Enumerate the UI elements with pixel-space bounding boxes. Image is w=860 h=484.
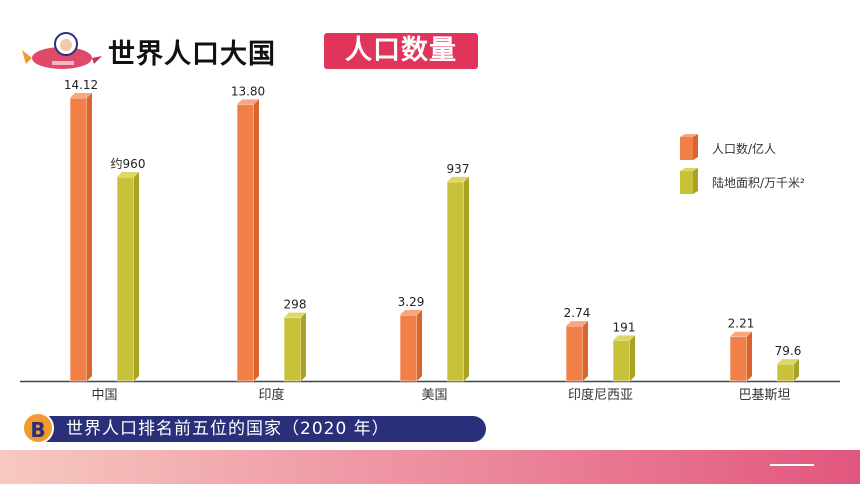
- bar-area: [612, 335, 635, 382]
- data-label: 298: [284, 298, 307, 312]
- data-label: 13.80: [231, 84, 265, 98]
- bar-top: [70, 93, 92, 98]
- data-label: 191: [613, 320, 636, 334]
- data-label: 2.74: [564, 306, 591, 320]
- data-label: 937: [447, 162, 470, 176]
- bar-top: [117, 172, 139, 177]
- bar-top: [284, 312, 306, 318]
- bar-top: [447, 176, 469, 182]
- bar-side: [301, 312, 306, 381]
- footer-line: [770, 464, 814, 466]
- bar-population: [729, 331, 752, 382]
- data-label: 约960: [111, 156, 146, 171]
- caption-badge: B: [22, 412, 54, 444]
- bar-top: [566, 321, 588, 327]
- bar-chart: 14.12 约960 中国 13.80 298 印度 3.29 937 美国 2.74 191 印度尼…: [20, 80, 840, 403]
- bar-side: [583, 321, 588, 381]
- x-tick-label: 中国: [91, 388, 117, 403]
- data-label: 79.6: [775, 344, 802, 358]
- bar-front: [69, 97, 88, 382]
- legend-label-area: 陆地面积/万千米²: [712, 176, 805, 190]
- caption-text: 世界人口排名前五位的国家（2020 年）: [66, 419, 390, 439]
- bar-front: [283, 317, 302, 382]
- caption: B 世界人口排名前五位的国家（2020 年）: [22, 412, 488, 445]
- bar-population: [399, 310, 422, 382]
- x-tick-label: 美国: [421, 388, 447, 403]
- x-tick-label: 印度尼西亚: [568, 387, 633, 403]
- bar-side: [417, 310, 422, 381]
- legend-swatch-population: [680, 134, 698, 160]
- rocket-icon: [22, 32, 102, 69]
- footer-band: [0, 450, 860, 484]
- bar-front: [565, 325, 584, 382]
- bar-front: [612, 340, 631, 382]
- chart-legend: 人口数/亿人 陆地面积/万千米²: [678, 128, 828, 198]
- bar-front: [776, 363, 795, 382]
- bar-population: [236, 99, 259, 382]
- page-subtitle: 人口数量: [324, 33, 478, 69]
- bar-front: [236, 104, 255, 382]
- bar-side: [134, 172, 139, 381]
- bar-top: [237, 99, 259, 105]
- caption-bar: [32, 416, 486, 442]
- bar-population: [69, 93, 92, 382]
- page-title: 世界人口大国: [108, 39, 276, 70]
- bar-top: [400, 310, 422, 316]
- data-label: 14.12: [64, 80, 98, 92]
- x-tick-label: 印度: [258, 387, 284, 403]
- bar-side: [254, 99, 259, 381]
- legend-label-population: 人口数/亿人: [712, 142, 777, 156]
- bar-area: [116, 172, 139, 382]
- legend-item-area: 陆地面积/万千米²: [678, 168, 828, 194]
- bar-front: [116, 176, 135, 382]
- bar-side: [794, 359, 799, 381]
- x-tick-label: 巴基斯坦: [738, 388, 790, 403]
- bar-front: [399, 314, 418, 382]
- header: 世界人口大国 人口数量: [18, 22, 618, 82]
- bar-area: [283, 312, 306, 382]
- bar-top: [777, 359, 799, 365]
- legend-swatch-area: [680, 168, 698, 194]
- bar-side: [87, 93, 92, 381]
- data-label: 3.29: [398, 295, 425, 309]
- bar-front: [446, 181, 465, 382]
- bar-top: [613, 335, 635, 341]
- data-label: 2.21: [728, 317, 755, 331]
- bar-side: [464, 176, 469, 381]
- bar-area: [776, 359, 799, 382]
- bar-side: [630, 335, 635, 381]
- bar-front: [729, 336, 748, 382]
- legend-item-population: 人口数/亿人: [678, 134, 828, 160]
- bar-population: [565, 321, 588, 382]
- bar-top: [730, 331, 752, 337]
- bar-side: [747, 331, 752, 381]
- bar-area: [446, 176, 469, 382]
